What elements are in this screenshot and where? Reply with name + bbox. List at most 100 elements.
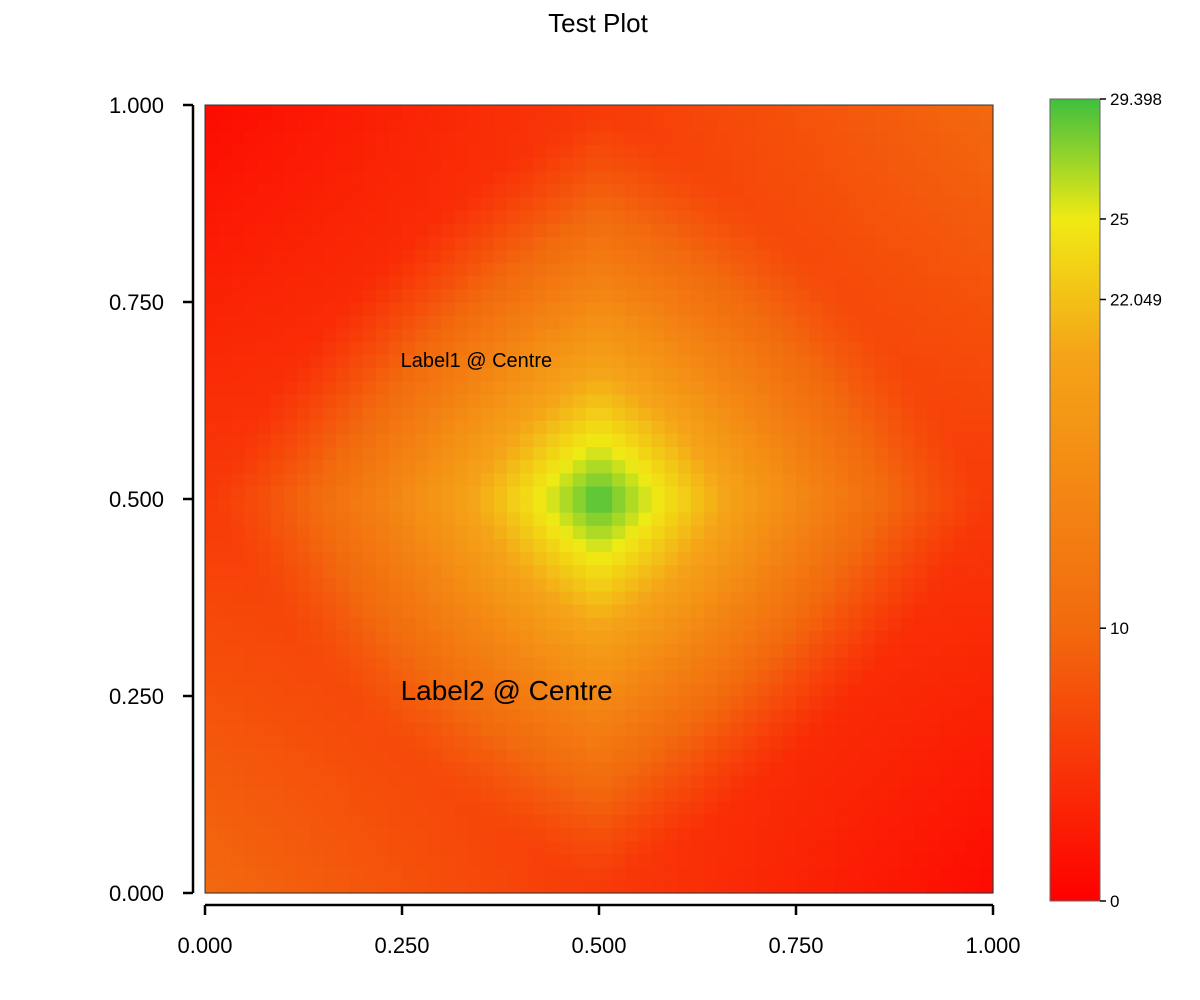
heatmap-cell — [428, 617, 442, 631]
heatmap-cell — [572, 393, 587, 408]
heatmap-cell — [572, 748, 587, 763]
heatmap-cell — [441, 853, 456, 868]
heatmap-cell — [559, 866, 574, 881]
heatmap-cell — [743, 170, 758, 185]
heatmap-cell — [441, 131, 456, 145]
heatmap-cell — [651, 774, 666, 789]
heatmap-cell — [690, 407, 705, 421]
heatmap-cell — [546, 761, 561, 776]
heatmap-cell — [480, 761, 495, 776]
heatmap-cell — [612, 459, 626, 474]
heatmap-cell — [257, 118, 272, 132]
heatmap-cell — [835, 682, 850, 697]
heatmap-cell — [638, 853, 653, 868]
heatmap-cell — [349, 393, 364, 408]
heatmap-cell — [901, 879, 915, 894]
heatmap-cell — [336, 630, 351, 645]
heatmap-cell — [388, 722, 403, 736]
heatmap-cell — [349, 236, 364, 251]
heatmap-cell — [677, 538, 692, 553]
heatmap-cell — [717, 144, 731, 159]
heatmap-cell — [375, 315, 390, 329]
heatmap-cell — [415, 709, 429, 723]
heatmap-cell — [362, 656, 377, 671]
heatmap-cell — [270, 262, 285, 277]
heatmap-cell — [520, 643, 534, 658]
heatmap-cell — [467, 879, 482, 894]
heatmap-cell — [625, 144, 639, 159]
heatmap-cell — [441, 223, 456, 237]
heatmap-cell — [244, 380, 259, 395]
heatmap-cell — [914, 328, 928, 342]
colorbar-tick-label: 22.049 — [1110, 290, 1162, 309]
heatmap-cell — [664, 525, 679, 539]
heatmap-cell — [218, 735, 232, 750]
heatmap-cell — [887, 564, 902, 579]
heatmap-cell — [270, 774, 285, 789]
heatmap-cell — [296, 656, 311, 671]
heatmap-cell — [822, 105, 836, 119]
heatmap-cell — [966, 748, 981, 763]
heatmap-cell — [257, 577, 272, 592]
heatmap-cell — [940, 170, 955, 185]
heatmap-cell — [218, 105, 232, 119]
heatmap-cell — [467, 787, 482, 802]
heatmap-cell — [415, 157, 429, 172]
heatmap-cell — [940, 354, 955, 369]
heatmap-cell — [205, 459, 219, 474]
heatmap-cell — [664, 853, 679, 868]
heatmap-cell — [205, 196, 219, 211]
heatmap-cell — [296, 499, 311, 513]
heatmap-cell — [480, 144, 495, 159]
heatmap-cell — [901, 288, 915, 303]
heatmap-cell — [493, 538, 508, 553]
heatmap-cell — [231, 774, 245, 789]
heatmap-cell — [979, 525, 994, 539]
heatmap-cell — [874, 748, 889, 763]
heatmap-cell — [375, 236, 390, 251]
heatmap-cell — [704, 564, 718, 579]
heatmap-cell — [402, 236, 416, 251]
heatmap-cell — [507, 590, 521, 605]
heatmap-cell — [559, 787, 574, 802]
heatmap-cell — [756, 590, 771, 605]
heatmap-cell — [690, 433, 705, 448]
heatmap-cell — [704, 407, 718, 421]
heatmap-cell — [599, 748, 613, 763]
heatmap-cell — [362, 787, 377, 802]
heatmap-cell — [901, 722, 915, 736]
heatmap-cell — [887, 840, 902, 855]
heatmap-cell — [612, 157, 626, 172]
heatmap-cell — [677, 761, 692, 776]
heatmap-cell — [874, 485, 889, 500]
heatmap-cell — [717, 210, 731, 224]
heatmap-cell — [625, 512, 639, 526]
heatmap-cell — [441, 669, 456, 684]
heatmap-cell — [507, 748, 521, 763]
heatmap-cell — [283, 643, 298, 658]
heatmap-cell — [612, 656, 626, 671]
heatmap-cell — [296, 341, 311, 356]
heatmap-cell — [651, 577, 666, 592]
heatmap-cell — [966, 367, 981, 382]
heatmap-cell — [323, 354, 337, 369]
heatmap-cell — [218, 656, 232, 671]
heatmap-cell — [559, 525, 574, 539]
heatmap-cell — [966, 288, 981, 303]
heatmap-cell — [336, 249, 351, 264]
heatmap-cell — [914, 761, 928, 776]
heatmap-cell — [507, 801, 521, 815]
heatmap-cell — [283, 170, 298, 185]
heatmap-cell — [599, 499, 613, 513]
heatmap-cell — [520, 735, 534, 750]
heatmap-cell — [283, 525, 298, 539]
heatmap-cell — [362, 459, 377, 474]
heatmap-cell — [257, 801, 272, 815]
heatmap-cell — [349, 407, 364, 421]
heatmap-cell — [454, 144, 469, 159]
heatmap-cell — [415, 538, 429, 553]
heatmap-cell — [467, 682, 482, 697]
heatmap-cell — [428, 735, 442, 750]
heatmap-cell — [296, 131, 311, 145]
